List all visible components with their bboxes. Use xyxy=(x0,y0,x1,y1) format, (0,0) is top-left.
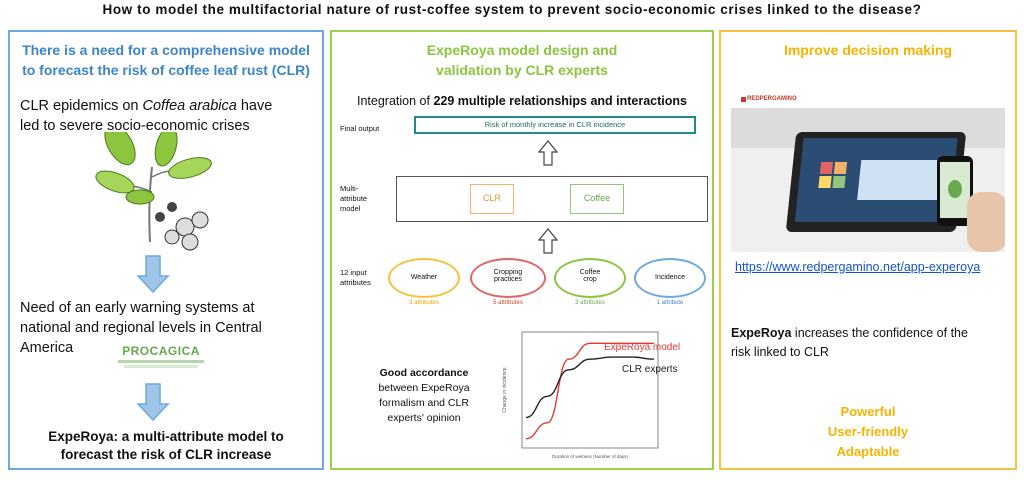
integration-prefix: Integration of xyxy=(357,94,434,108)
inputs-label: 12 input attributes xyxy=(340,268,371,288)
need-title-line2: to forecast the risk of coffee leaf rust… xyxy=(22,62,310,78)
epidemics-text-a: CLR epidemics on xyxy=(20,98,143,114)
model-label: Multi- attribute model xyxy=(340,184,367,214)
species-name: Coffea arabica xyxy=(142,98,237,114)
model-title-line1: ExpeRoya model design and xyxy=(426,42,618,58)
model-panel-title: ExpeRoya model design and validation by … xyxy=(332,40,712,80)
cropping-name-line2: practices xyxy=(493,276,522,283)
website-header: REDPERGAMINO xyxy=(731,92,1005,109)
procagica-logo: PROCAGICA xyxy=(106,344,216,370)
chart-x-label: Duration of wetness (Number of days) xyxy=(552,454,628,459)
quality-powerful: Powerful xyxy=(840,404,896,419)
conclusion-line2: forecast the risk of CLR increase xyxy=(60,447,272,462)
quality-user-friendly: User-friendly xyxy=(827,424,909,439)
incidence-count: 1 attribute xyxy=(656,300,684,306)
coffee-crop-count: 3 attributes xyxy=(575,300,605,306)
epidemics-text-line2: led to severe socio-economic crises xyxy=(20,118,250,134)
model-label-line1: Multi- xyxy=(340,184,359,193)
up-arrow-icon xyxy=(538,140,558,166)
coffee-model-box: Coffee xyxy=(570,184,624,214)
inputs-label-line1: 12 input xyxy=(340,268,367,277)
weather-attribute: Weather xyxy=(388,258,460,298)
need-title-line1: There is a need for a comprehensive mode… xyxy=(22,42,310,58)
cropping-name-line1: Cropping xyxy=(493,269,523,276)
series-line-0 xyxy=(525,342,654,440)
accordance-chart: Change in incidence Duration of wetness … xyxy=(502,331,680,459)
coffee-plant-illustration xyxy=(95,132,212,251)
down-arrow-icon xyxy=(136,383,170,422)
conclusion-line1: ExpeRoya: a multi-attribute model to xyxy=(48,429,284,444)
page-title: How to model the multifactorial nature o… xyxy=(102,2,922,17)
experoya-app-link[interactable]: https://www.redpergamino.net/app-experoy… xyxy=(735,260,981,274)
incidence-attribute: Incidence xyxy=(634,258,706,298)
integration-highlight: 229 multiple relationships and interacti… xyxy=(433,94,687,108)
inputs-label-line2: attributes xyxy=(340,278,371,287)
accordance-bold: Good accordance xyxy=(379,367,469,379)
confidence-text-line2: risk linked to CLR xyxy=(731,345,829,359)
phone-icon xyxy=(937,156,973,226)
decision-panel-title: Improve decision making xyxy=(783,42,953,58)
qualities-list: Powerful User-friendly Adaptable xyxy=(721,402,1015,462)
hand-illustration xyxy=(967,192,1005,252)
chart-y-label: Change in incidence xyxy=(502,367,508,413)
model-panel: ExpeRoya model design and validation by … xyxy=(330,30,714,470)
cropping-practices-attribute: Cropping practices xyxy=(470,258,546,298)
experoya-conclusion: ExpeRoya: a multi-attribute model to for… xyxy=(10,428,322,464)
final-output-box: Risk of monthly increase in CLR incidenc… xyxy=(414,116,696,134)
need-panel: There is a need for a comprehensive mode… xyxy=(8,30,324,470)
model-title-line2: validation by CLR experts xyxy=(436,62,608,78)
need-panel-title: There is a need for a comprehensive mode… xyxy=(10,40,322,80)
accordance-text: Good accordance between ExpeRoya formali… xyxy=(354,366,494,426)
site-brand: REDPERGAMINO xyxy=(747,96,797,102)
legend-experoya-model: ExpeRoya model xyxy=(604,342,680,353)
confidence-text-bold: ExpeRoya xyxy=(731,326,792,340)
down-arrow-icon xyxy=(136,255,170,294)
up-arrow-icon xyxy=(538,228,558,254)
accordance-line4: experts' opinion xyxy=(387,412,461,424)
decision-panel: Improve decision making REDPERGAMINO htt… xyxy=(719,30,1017,470)
coffee-crop-name-line2: crop xyxy=(583,276,597,283)
chart-frame xyxy=(521,331,659,449)
weather-name: Weather xyxy=(410,274,438,281)
procagica-logo-text: PROCAGICA xyxy=(122,344,200,358)
coffee-crop-name-line1: Coffee xyxy=(579,269,601,276)
cropping-count: 5 attributes xyxy=(493,300,523,306)
model-label-line3: model xyxy=(340,204,361,213)
incidence-name: Incidence xyxy=(655,274,685,281)
app-screenshot-illustration: REDPERGAMINO xyxy=(731,92,1005,252)
confidence-text: ExpeRoya increases the confidence of the… xyxy=(731,324,1011,362)
clr-model-box: CLR xyxy=(470,184,514,214)
early-warning-text: Need of an early warning systems at nati… xyxy=(20,298,262,358)
early-warning-line3: America xyxy=(20,340,74,356)
quality-adaptable: Adaptable xyxy=(836,444,900,459)
coffee-crop-attribute: Coffee crop xyxy=(554,258,626,298)
integration-text: Integration of 229 multiple relationship… xyxy=(332,94,712,108)
series-line-1 xyxy=(525,356,655,419)
multi-attribute-model-box xyxy=(396,176,708,222)
accordance-line3: formalism and CLR xyxy=(379,397,469,409)
final-output-label: Final output xyxy=(340,124,380,133)
accordance-line2: between ExpeRoya xyxy=(378,382,470,394)
clr-epidemics-text: CLR epidemics on Coffea arabica have led… xyxy=(20,96,272,136)
legend-clr-experts: CLR experts xyxy=(622,364,678,375)
weather-count: 3 attributes xyxy=(409,300,439,306)
early-warning-line2: national and regional levels in Central xyxy=(20,320,262,336)
model-label-line2: attribute xyxy=(340,194,368,203)
early-warning-line1: Need of an early warning systems at xyxy=(20,300,255,316)
confidence-text-line1: increases the confidence of the xyxy=(791,326,968,340)
epidemics-text-c: have xyxy=(236,98,273,114)
